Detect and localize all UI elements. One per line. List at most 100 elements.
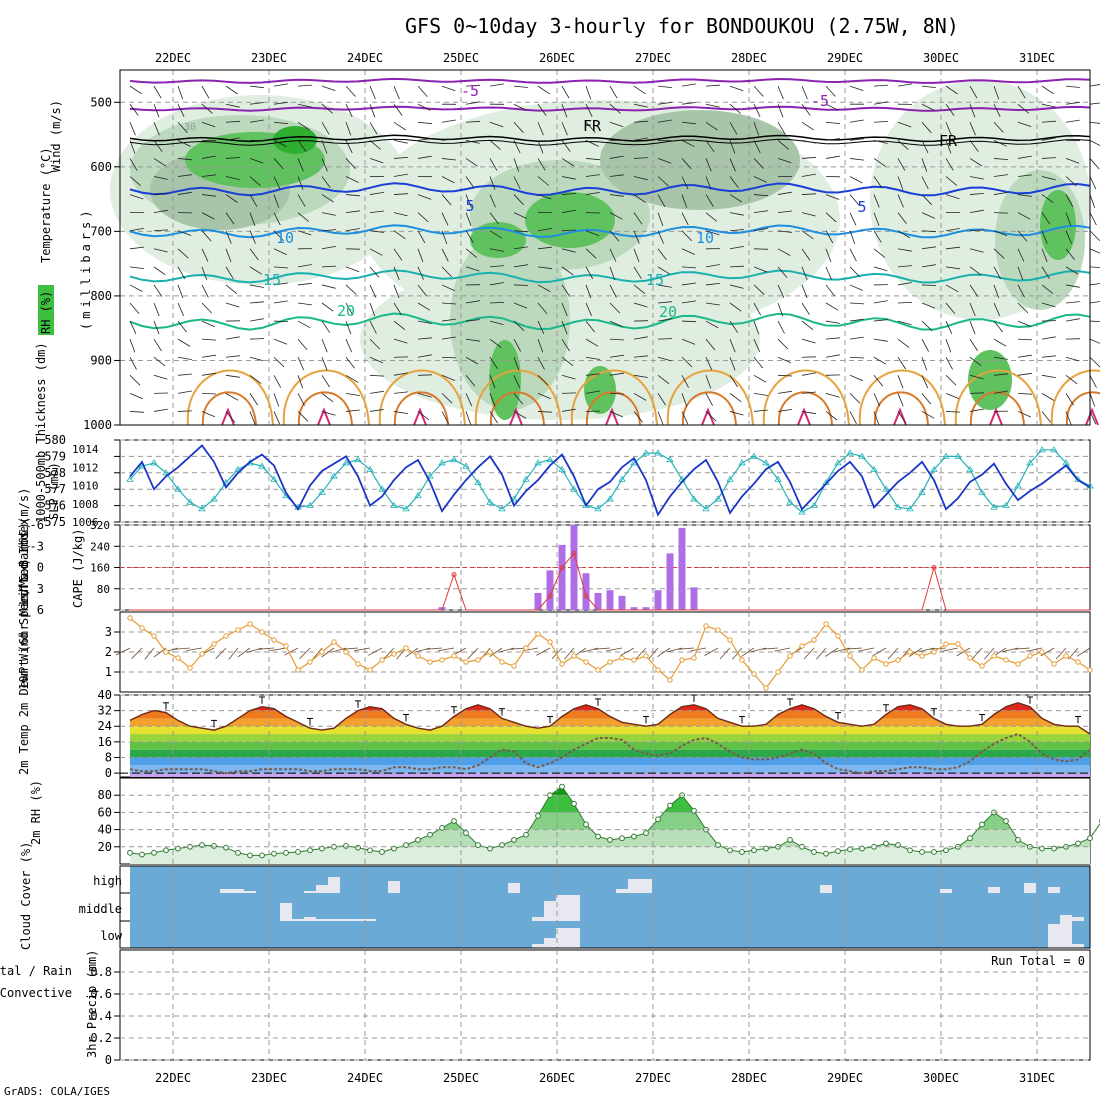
- rh-point: [248, 853, 253, 858]
- day-label-top: 27DEC: [635, 51, 671, 65]
- wind-barbs-10m: [116, 648, 1090, 659]
- rh-point: [884, 841, 889, 846]
- wind-speed-point: [356, 662, 360, 666]
- rh-point: [1052, 846, 1057, 851]
- rh-point: [1004, 819, 1009, 824]
- wind-speed-point: [920, 654, 924, 658]
- wind-barb: [1090, 301, 1100, 303]
- rh-point: [848, 847, 853, 852]
- rh-point: [512, 838, 517, 843]
- credit: GrADS: COLA/IGES: [4, 1085, 110, 1098]
- rh-point: [596, 834, 601, 839]
- contour-label: FR: [939, 132, 958, 150]
- wind-speed-point: [236, 628, 240, 632]
- cloud-bar: [628, 879, 640, 893]
- wind-speed-point: [524, 646, 528, 650]
- y-tick-label: 900: [90, 353, 112, 367]
- wind-speed-point: [464, 660, 468, 664]
- cloud-bar: [352, 919, 364, 921]
- wind-speed-point: [980, 664, 984, 668]
- rh-point: [332, 844, 337, 849]
- wind-barb: [1090, 231, 1100, 241]
- cloud-bar: [220, 889, 232, 893]
- rh-point: [872, 844, 877, 849]
- slp-grid: [120, 440, 1090, 522]
- y-tick-label: 700: [90, 224, 112, 238]
- wind-speed-point: [1076, 660, 1080, 664]
- cloud-bar: [1072, 944, 1084, 948]
- rh-point: [908, 848, 913, 853]
- rh-point: [536, 813, 541, 818]
- cloud-bar: [232, 889, 244, 893]
- cape-ylabel: CAPE (J/kg): [71, 529, 85, 608]
- rh-point: [164, 848, 169, 853]
- cape-bar: [571, 525, 578, 610]
- rh-point: [404, 843, 409, 848]
- cloud-bar: [304, 917, 316, 921]
- slp-tick-label: 1014: [72, 443, 99, 456]
- rh-point: [728, 848, 733, 853]
- wind-grid: [120, 612, 1090, 692]
- contour-label: 5: [465, 197, 474, 215]
- wind-barb: [1090, 393, 1095, 406]
- temp-band: [130, 718, 1090, 726]
- rh-point: [632, 834, 637, 839]
- rh-point: [980, 822, 985, 827]
- wind-speed-point: [752, 672, 756, 676]
- rh-point: [740, 850, 745, 855]
- wind-barb-10m: [817, 648, 827, 659]
- wind-speed-point: [140, 626, 144, 630]
- wind-speed-point: [164, 650, 168, 654]
- y-tick-label: 500: [90, 95, 112, 109]
- cloud-bar: [364, 919, 376, 921]
- slp-tick-label: 1012: [72, 461, 99, 474]
- wind-speed-point: [200, 652, 204, 656]
- day-label-bottom: 30DEC: [923, 1071, 959, 1085]
- wind-speed-point: [1016, 662, 1020, 666]
- precip-ylabel: 3hr Precip (mm): [85, 950, 99, 1058]
- day-label-top: 22DEC: [155, 51, 191, 65]
- rh-point: [236, 850, 241, 855]
- wind-speed-point: [956, 642, 960, 646]
- wind-speed-point: [332, 640, 336, 644]
- rh-point: [548, 793, 553, 798]
- rh-band: [130, 778, 1090, 795]
- wind-speed-point: [380, 658, 384, 662]
- wind-speed-point: [620, 656, 624, 660]
- slp-tick-label: 1010: [72, 480, 99, 493]
- rh-area: [273, 126, 317, 154]
- wind-barb: [1090, 195, 1095, 208]
- cloud-bar: [556, 928, 568, 948]
- rh-point: [764, 846, 769, 851]
- rh-point: [1016, 838, 1021, 843]
- wind-barb-10m: [804, 648, 814, 659]
- wind-speed-point: [1064, 654, 1068, 658]
- slp-ylabel: SLP (mb): [47, 462, 61, 520]
- wind-barb: [1090, 321, 1100, 322]
- contour-label: 15: [646, 271, 664, 289]
- day-label-bottom: 24DEC: [347, 1071, 383, 1085]
- rh-point: [452, 819, 457, 824]
- cape-tick-label: 240: [90, 540, 110, 553]
- rh-band: [130, 812, 1090, 829]
- cloud-bar: [544, 901, 556, 921]
- cloud-bar: [340, 919, 352, 921]
- rh-point: [188, 844, 193, 849]
- wind-barb: [1090, 84, 1100, 86]
- thickness-ylabel: 1000-500mb Thickness (dm): [34, 342, 48, 523]
- y-tick-label: 40: [98, 688, 112, 702]
- temp-band: [130, 773, 1090, 777]
- wind-barb-10m: [1077, 648, 1090, 656]
- wind-speed-point: [764, 686, 768, 690]
- rh-point: [416, 838, 421, 843]
- wind-speed-point: [668, 678, 672, 682]
- precip-panel: 0.80.60.40.20 Total / Rain Convective 3h…: [0, 950, 1090, 1067]
- y-tick-label: 80: [98, 788, 112, 802]
- temp-bands: [130, 695, 1090, 777]
- wind-speed-point: [788, 654, 792, 658]
- wind-speed-point: [296, 668, 300, 672]
